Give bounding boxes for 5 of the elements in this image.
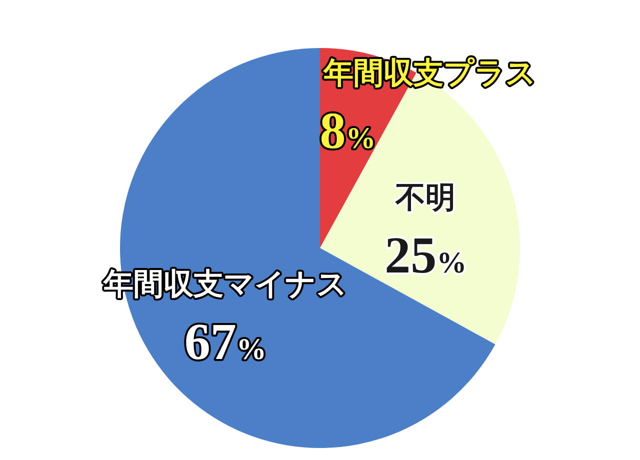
data-label: 67% [184,314,266,371]
data-label: 25% [384,227,467,284]
data-label: 8% [320,103,376,160]
slice-label: 不明 [394,180,456,216]
slice-label: 年間収支プラス [322,56,536,92]
